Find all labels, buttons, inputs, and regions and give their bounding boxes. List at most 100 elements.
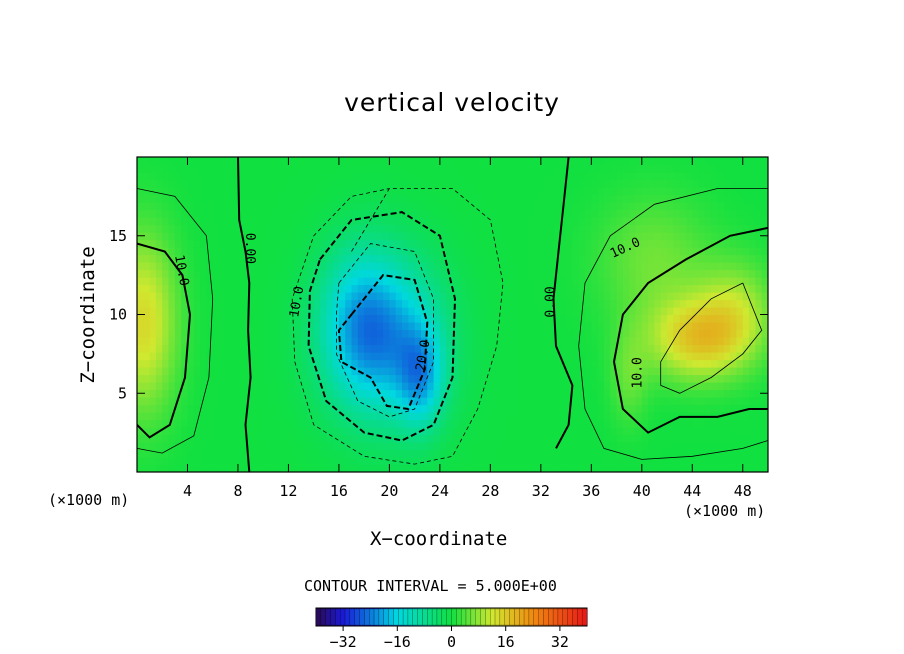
field-cell [187,172,195,181]
field-cell [477,389,485,398]
field-cell [301,254,308,263]
field-cell [433,277,441,286]
field-cell [477,277,485,286]
field-cell [540,329,548,338]
field-cell [370,412,378,421]
field-cell [256,449,264,458]
field-cell [698,382,706,391]
field-cell [137,367,144,376]
field-cell [585,224,592,233]
field-cell [509,172,517,181]
field-cell [597,359,605,368]
field-cell [376,299,384,308]
field-cell [578,217,586,226]
field-cell [572,419,580,428]
field-cell [313,254,321,263]
field-cell [648,224,656,233]
field-cell [319,179,327,188]
field-cell [730,202,738,211]
field-cell [635,359,643,368]
field-cell [458,337,466,346]
field-cell [521,209,529,218]
field-cell [578,299,586,308]
field-cell [263,262,271,271]
field-cell [275,314,283,323]
field-cell [212,172,220,181]
field-cell [319,232,327,241]
field-cell [402,164,409,173]
field-cell [496,457,504,466]
field-cell [761,179,768,188]
field-cell [275,359,283,368]
field-cell [484,367,491,376]
field-cell [174,299,182,308]
field-cell [673,434,681,443]
field-cell [553,172,561,181]
field-cell [427,254,435,263]
field-cell [326,292,334,301]
field-cell [521,404,529,413]
field-cell [452,442,460,451]
field-cell [736,254,744,263]
field-cell [256,179,264,188]
field-cell [301,427,308,436]
field-cell [282,352,290,361]
field-cell [351,209,359,218]
field-cell [654,337,662,346]
field-cell [313,419,321,428]
field-cell [603,442,611,451]
contour-interval-text: CONTOUR INTERVAL = 5.000E+00 [304,577,557,595]
field-cell [490,329,498,338]
field-cell [610,412,618,421]
field-cell [723,397,731,406]
field-cell [357,359,365,368]
field-cell [515,187,523,196]
field-cell [673,284,681,293]
field-cell [275,397,283,406]
field-cell [282,457,290,466]
field-cell [256,322,264,331]
field-cell [357,457,365,466]
field-cell [471,239,479,248]
field-cell [174,224,182,233]
field-cell [402,172,409,181]
field-cell [319,322,327,331]
field-cell [414,254,422,263]
field-cell [597,179,605,188]
field-cell [717,314,725,323]
field-cell [256,157,264,166]
field-cell [294,322,302,331]
field-cell [458,382,466,391]
field-cell [692,397,700,406]
field-cell [414,457,422,466]
field-cell [673,239,681,248]
contour-5-right [578,188,768,460]
field-cell [629,269,637,278]
field-cell [515,389,523,398]
field-cell [395,359,403,368]
colorbar-segment [354,608,360,626]
field-cell [319,292,327,301]
field-cell [326,322,334,331]
field-cell [219,314,226,323]
field-cell [509,247,517,256]
field-cell [648,434,656,443]
field-cell [370,367,378,376]
field-cell [685,374,693,383]
field-cell [244,194,252,203]
field-cell [585,292,592,301]
field-cell [402,397,409,406]
field-cell [212,254,220,263]
field-cell [237,419,245,428]
field-cell [477,157,485,166]
field-cell [168,404,176,413]
field-cell [275,457,283,466]
colorbar-segment [460,608,467,626]
field-cell [723,449,731,458]
field-cell [509,262,517,271]
field-cell [704,322,712,331]
field-cell [528,269,536,278]
field-cell [477,172,485,181]
field-cell [187,404,195,413]
